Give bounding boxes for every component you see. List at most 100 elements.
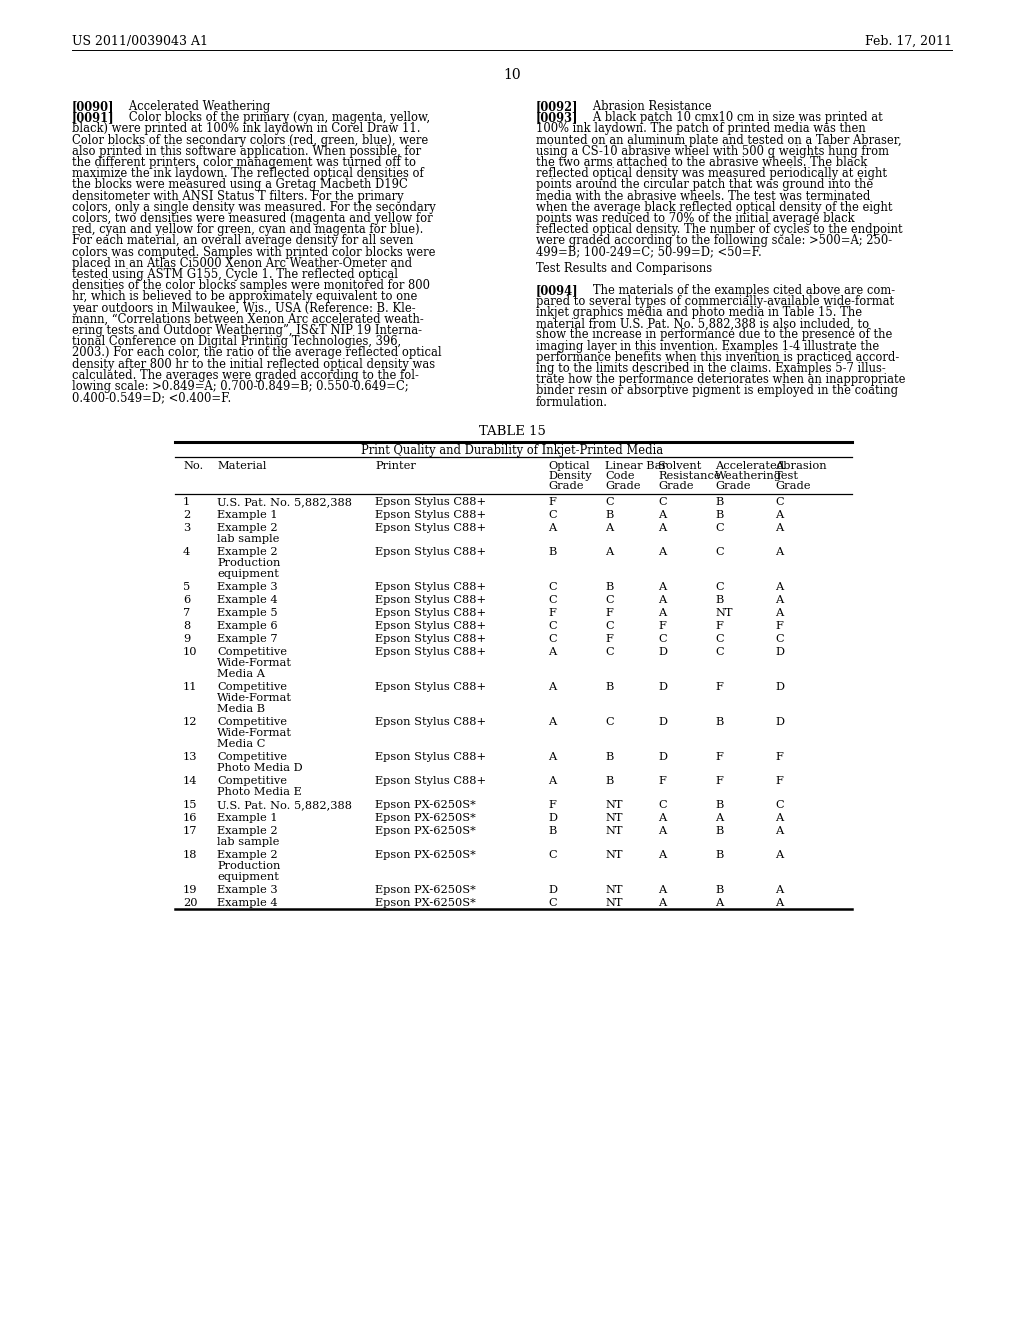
Text: Print Quality and Durability of Inkjet-Printed Media: Print Quality and Durability of Inkjet-P… — [360, 444, 664, 457]
Text: Test Results and Comparisons: Test Results and Comparisons — [536, 263, 712, 276]
Text: F: F — [715, 682, 723, 692]
Text: A: A — [775, 609, 783, 618]
Text: B: B — [715, 850, 723, 859]
Text: Production: Production — [217, 558, 281, 568]
Text: Example 3: Example 3 — [217, 884, 278, 895]
Text: B: B — [605, 682, 613, 692]
Text: Epson PX-6250S*: Epson PX-6250S* — [375, 850, 476, 859]
Text: Abrasion: Abrasion — [775, 461, 826, 471]
Text: inkjet graphics media and photo media in Table 15. The: inkjet graphics media and photo media in… — [536, 306, 862, 319]
Text: pared to several types of commercially-available wide-format: pared to several types of commercially-a… — [536, 294, 894, 308]
Text: Epson Stylus C88+: Epson Stylus C88+ — [375, 546, 486, 557]
Text: Epson Stylus C88+: Epson Stylus C88+ — [375, 682, 486, 692]
Text: imaging layer in this invention. Examples 1-4 illustrate the: imaging layer in this invention. Example… — [536, 339, 880, 352]
Text: Epson Stylus C88+: Epson Stylus C88+ — [375, 717, 486, 727]
Text: NT: NT — [605, 826, 623, 836]
Text: D: D — [775, 682, 784, 692]
Text: points around the circular patch that was ground into the: points around the circular patch that wa… — [536, 178, 873, 191]
Text: NT: NT — [605, 898, 623, 908]
Text: D: D — [548, 884, 557, 895]
Text: 14: 14 — [183, 776, 198, 785]
Text: 8: 8 — [183, 620, 190, 631]
Text: Accelerated Weathering: Accelerated Weathering — [118, 100, 270, 114]
Text: Example 3: Example 3 — [217, 582, 278, 591]
Text: NT: NT — [605, 884, 623, 895]
Text: media with the abrasive wheels. The test was terminated: media with the abrasive wheels. The test… — [536, 190, 870, 202]
Text: A: A — [775, 850, 783, 859]
Text: equipment: equipment — [217, 569, 279, 579]
Text: A: A — [775, 826, 783, 836]
Text: F: F — [775, 620, 783, 631]
Text: maximize the ink laydown. The reflected optical densities of: maximize the ink laydown. The reflected … — [72, 168, 424, 181]
Text: B: B — [715, 595, 723, 605]
Text: U.S. Pat. No. 5,882,388: U.S. Pat. No. 5,882,388 — [217, 496, 352, 507]
Text: Epson Stylus C88+: Epson Stylus C88+ — [375, 620, 486, 631]
Text: using a CS-10 abrasive wheel with 500 g weights hung from: using a CS-10 abrasive wheel with 500 g … — [536, 145, 889, 158]
Text: C: C — [715, 647, 724, 657]
Text: Epson PX-6250S*: Epson PX-6250S* — [375, 898, 476, 908]
Text: C: C — [658, 800, 667, 810]
Text: F: F — [548, 496, 556, 507]
Text: placed in an Atlas Ci5000 Xenon Arc Weather-Ometer and: placed in an Atlas Ci5000 Xenon Arc Weat… — [72, 257, 412, 269]
Text: 5: 5 — [183, 582, 190, 591]
Text: No.: No. — [183, 461, 203, 471]
Text: Weathering: Weathering — [715, 471, 782, 480]
Text: C: C — [658, 634, 667, 644]
Text: C: C — [548, 595, 557, 605]
Text: Abrasion Resistance: Abrasion Resistance — [582, 100, 712, 114]
Text: 20: 20 — [183, 898, 198, 908]
Text: Color blocks of the primary (cyan, magenta, yellow,: Color blocks of the primary (cyan, magen… — [118, 111, 430, 124]
Text: A: A — [658, 595, 667, 605]
Text: Epson Stylus C88+: Epson Stylus C88+ — [375, 609, 486, 618]
Text: calculated. The averages were graded according to the fol-: calculated. The averages were graded acc… — [72, 368, 419, 381]
Text: A: A — [548, 682, 556, 692]
Text: C: C — [605, 620, 613, 631]
Text: F: F — [775, 776, 783, 785]
Text: 499=B; 100-249=C; 50-99=D; <50=F.: 499=B; 100-249=C; 50-99=D; <50=F. — [536, 246, 762, 259]
Text: D: D — [658, 717, 667, 727]
Text: A: A — [775, 546, 783, 557]
Text: density after 800 hr to the initial reflected optical density was: density after 800 hr to the initial refl… — [72, 358, 435, 371]
Text: B: B — [715, 510, 723, 520]
Text: hr, which is believed to be approximately equivalent to one: hr, which is believed to be approximatel… — [72, 290, 418, 304]
Text: Epson Stylus C88+: Epson Stylus C88+ — [375, 634, 486, 644]
Text: Epson Stylus C88+: Epson Stylus C88+ — [375, 752, 486, 762]
Text: 0.400-0.549=D; <0.400=F.: 0.400-0.549=D; <0.400=F. — [72, 391, 231, 404]
Text: Competitive: Competitive — [217, 682, 287, 692]
Text: A: A — [658, 510, 667, 520]
Text: Example 2: Example 2 — [217, 850, 278, 859]
Text: Epson Stylus C88+: Epson Stylus C88+ — [375, 647, 486, 657]
Text: Epson PX-6250S*: Epson PX-6250S* — [375, 813, 476, 822]
Text: F: F — [715, 752, 723, 762]
Text: year outdoors in Milwaukee, Wis., USA (Reference: B. Kle-: year outdoors in Milwaukee, Wis., USA (R… — [72, 301, 416, 314]
Text: Grade: Grade — [605, 480, 640, 491]
Text: A: A — [715, 898, 723, 908]
Text: C: C — [605, 595, 613, 605]
Text: A: A — [548, 647, 556, 657]
Text: B: B — [548, 826, 556, 836]
Text: points was reduced to 70% of the initial average black: points was reduced to 70% of the initial… — [536, 213, 855, 224]
Text: Grade: Grade — [775, 480, 811, 491]
Text: Material: Material — [217, 461, 266, 471]
Text: lab sample: lab sample — [217, 533, 280, 544]
Text: tional Conference on Digital Printing Technologies, 396,: tional Conference on Digital Printing Te… — [72, 335, 401, 348]
Text: 10: 10 — [183, 647, 198, 657]
Text: lowing scale: >0.849=A; 0.700-0.849=B; 0.550-0.649=C;: lowing scale: >0.849=A; 0.700-0.849=B; 0… — [72, 380, 409, 393]
Text: Resistance: Resistance — [658, 471, 721, 480]
Text: C: C — [775, 634, 783, 644]
Text: A: A — [658, 523, 667, 533]
Text: colors was computed. Samples with printed color blocks were: colors was computed. Samples with printe… — [72, 246, 435, 259]
Text: A: A — [775, 595, 783, 605]
Text: 11: 11 — [183, 682, 198, 692]
Text: F: F — [548, 800, 556, 810]
Text: C: C — [658, 496, 667, 507]
Text: B: B — [548, 546, 556, 557]
Text: A black patch 10 cmx10 cm in size was printed at: A black patch 10 cmx10 cm in size was pr… — [582, 111, 883, 124]
Text: Example 6: Example 6 — [217, 620, 278, 631]
Text: 2: 2 — [183, 510, 190, 520]
Text: D: D — [548, 813, 557, 822]
Text: red, cyan and yellow for green, cyan and magenta for blue).: red, cyan and yellow for green, cyan and… — [72, 223, 423, 236]
Text: B: B — [605, 510, 613, 520]
Text: reflected optical density. The number of cycles to the endpoint: reflected optical density. The number of… — [536, 223, 902, 236]
Text: trate how the performance deteriorates when an inappropriate: trate how the performance deteriorates w… — [536, 374, 905, 387]
